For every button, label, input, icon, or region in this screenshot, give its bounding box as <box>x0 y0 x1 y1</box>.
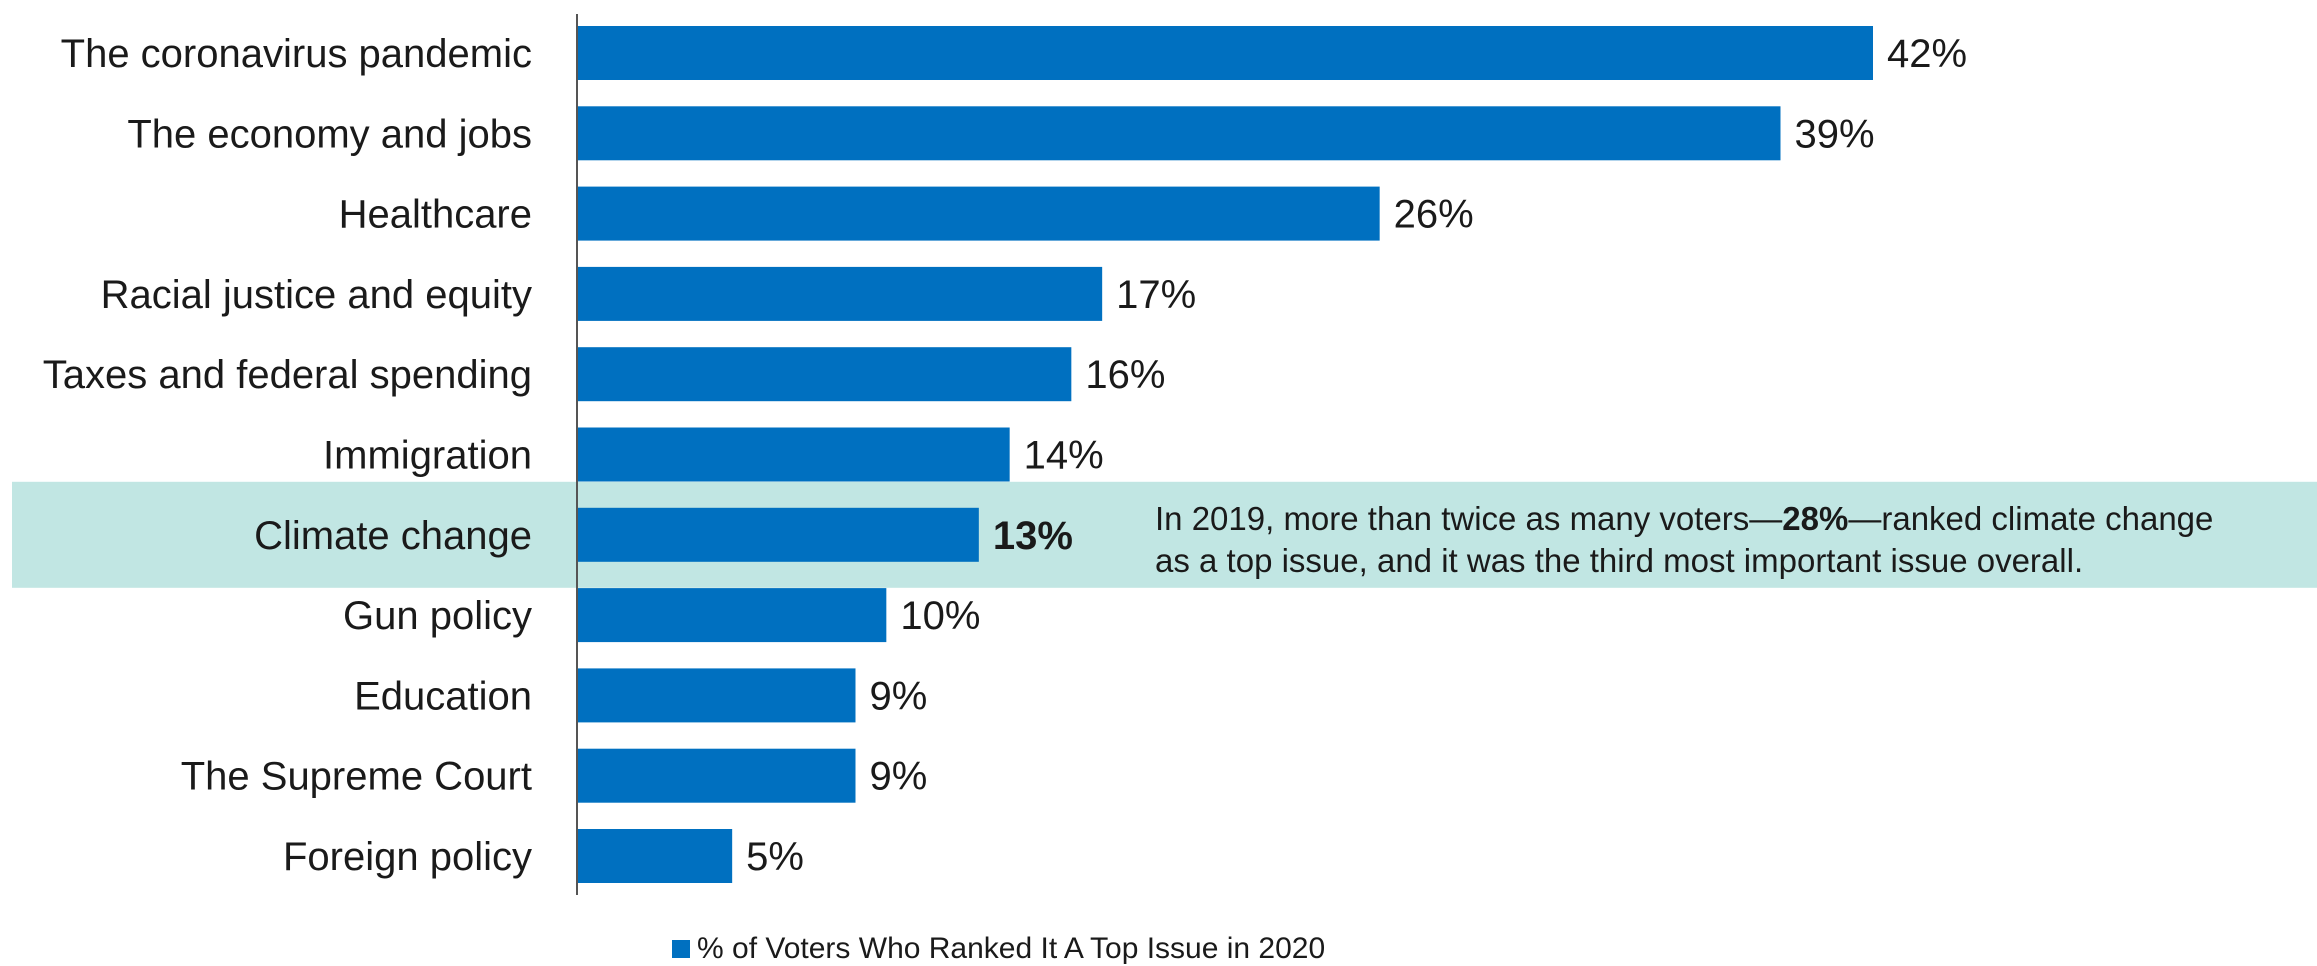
value-label: 5% <box>746 835 804 879</box>
bar <box>578 748 856 803</box>
category-label: The coronavirus pandemic <box>61 32 532 76</box>
bar <box>578 347 1072 402</box>
value-label: 16% <box>1085 353 1165 397</box>
legend-label: % of Voters Who Ranked It A Top Issue in… <box>697 932 1325 965</box>
bar <box>578 186 1380 241</box>
bar <box>578 26 1873 80</box>
annotation-line-2: as a top issue, and it was the third mos… <box>1155 542 2083 579</box>
value-label: 42% <box>1887 32 1967 76</box>
category-label: Immigration <box>323 434 532 478</box>
value-label: 26% <box>1394 193 1474 237</box>
legend-swatch <box>672 940 690 958</box>
bar <box>578 106 1781 161</box>
category-label: Education <box>354 674 532 718</box>
bar <box>578 266 1103 321</box>
value-label: 39% <box>1795 112 1875 156</box>
category-label: Climate change <box>254 514 532 558</box>
category-label: Racial justice and equity <box>101 273 532 317</box>
bar <box>578 588 887 643</box>
value-label: 9% <box>870 674 928 718</box>
annotation-line-1: In 2019, more than twice as many voters—… <box>1155 500 2213 537</box>
category-label: Foreign policy <box>283 835 532 879</box>
highlight-band <box>12 481 2317 588</box>
category-label: The Supreme Court <box>181 755 532 799</box>
value-label: 13% <box>993 514 1073 558</box>
bar <box>578 507 979 562</box>
value-label: 17% <box>1116 273 1196 317</box>
category-label: Taxes and federal spending <box>43 353 532 397</box>
value-label: 14% <box>1024 434 1104 478</box>
category-label: The economy and jobs <box>127 112 532 156</box>
bar <box>578 427 1010 482</box>
category-label: Healthcare <box>339 193 532 237</box>
bar <box>578 668 856 723</box>
bar <box>578 829 733 883</box>
value-label: 10% <box>900 594 980 638</box>
category-label: Gun policy <box>343 594 532 638</box>
value-label: 9% <box>870 755 928 799</box>
